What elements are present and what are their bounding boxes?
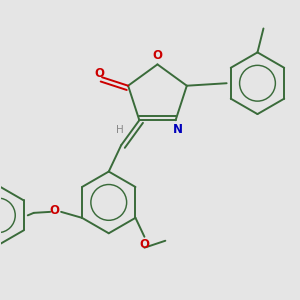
Text: O: O xyxy=(94,67,105,80)
Text: N: N xyxy=(173,123,183,136)
Text: O: O xyxy=(50,204,60,217)
Text: O: O xyxy=(152,49,163,62)
Text: O: O xyxy=(140,238,149,251)
Text: H: H xyxy=(116,125,124,135)
